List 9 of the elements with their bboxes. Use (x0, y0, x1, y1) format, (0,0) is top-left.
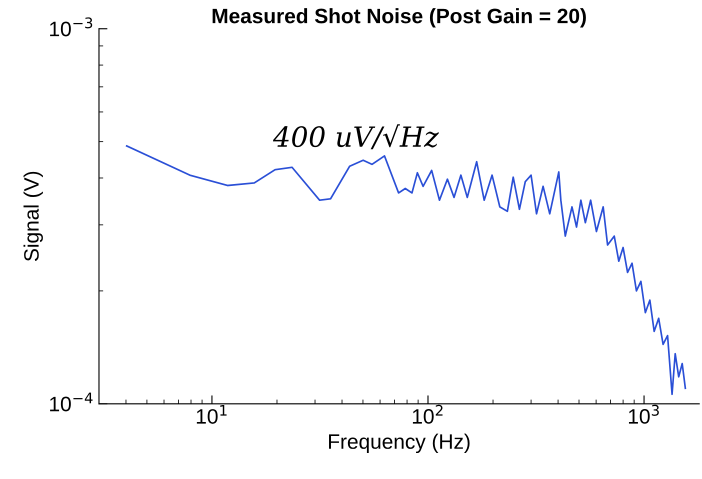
y-tick-label: 10$^{−3}$ (50, 17, 92, 36)
y-tick-label: 10$^{−4}$ (50, 392, 93, 412)
x-tick-label: 10$^{1}$ (196, 405, 227, 424)
x-tick-label: 10$^{2}$ (412, 404, 443, 424)
y-axis-title: Signal (V) (24, 172, 43, 262)
x-tick-label: 10$^{3}$ (628, 404, 659, 424)
annotation: 400 uV/√Hz (272, 124, 439, 150)
x-axis-title: Frequency (Hz) (329, 434, 470, 454)
chart-title: Measured Shot Noise (Post Gain = 20) (212, 8, 586, 28)
